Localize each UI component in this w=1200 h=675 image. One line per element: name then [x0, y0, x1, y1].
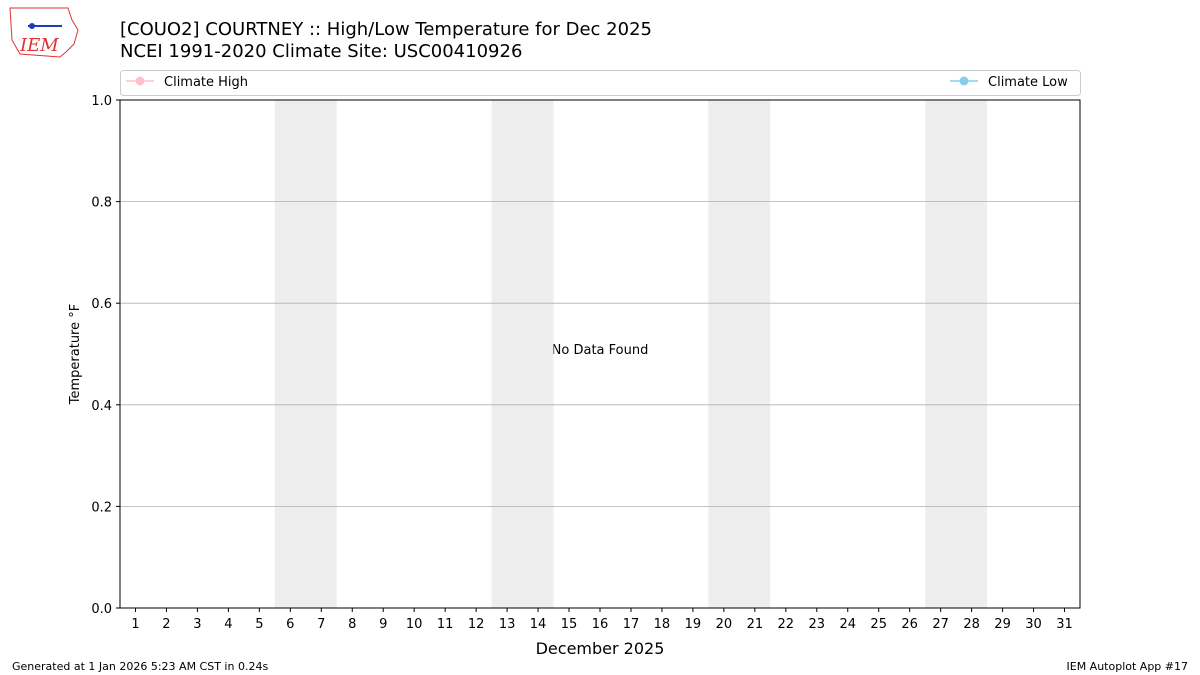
y-tick-label: 0.8	[91, 196, 112, 211]
x-tick-label: 30	[1025, 617, 1042, 632]
legend-box	[120, 70, 1081, 96]
x-tick-label: 7	[317, 617, 325, 632]
plot-frame	[119, 99, 1081, 609]
x-tick-label: 31	[1056, 617, 1073, 632]
x-tick-label: 2	[162, 617, 170, 632]
x-tick-label: 13	[499, 617, 516, 632]
x-tick-label: 11	[437, 617, 454, 632]
x-tick-label: 16	[592, 617, 609, 632]
logo-outline	[9, 7, 79, 58]
x-tick-label: 23	[809, 617, 826, 632]
x-tick-label: 22	[778, 617, 795, 632]
x-tick-label: 5	[255, 617, 263, 632]
logo: IEM	[9, 7, 79, 58]
x-tick-label: 6	[286, 617, 294, 632]
x-tick-label: 1	[131, 617, 139, 632]
y-tick-label: 0.2	[91, 500, 112, 515]
footer-right: IEM Autoplot App #17	[1067, 660, 1189, 673]
x-tick-label: 26	[901, 617, 918, 632]
x-tick-label: 21	[747, 617, 764, 632]
x-tick-label: 10	[406, 617, 423, 632]
x-tick-label: 3	[193, 617, 201, 632]
weekend-shade	[491, 100, 554, 608]
weekend-shade	[274, 100, 337, 608]
y-tick-label: 0.0	[91, 602, 112, 617]
x-tick-label: 17	[623, 617, 640, 632]
y-tick-label: 0.6	[91, 297, 112, 312]
weekend-shade	[708, 100, 771, 608]
chart-title: [COUO2] COURTNEY :: High/Low Temperature…	[120, 19, 652, 40]
x-tick-label: 27	[932, 617, 949, 632]
x-tick-label: 28	[963, 617, 980, 632]
y-tick-label: 0.4	[91, 399, 112, 414]
footer-left: Generated at 1 Jan 2026 5:23 AM CST in 0…	[12, 660, 268, 673]
legend-label: Climate Low	[988, 75, 1068, 90]
legend-marker	[959, 76, 969, 86]
x-tick-label: 25	[870, 617, 887, 632]
x-tick-label: 8	[348, 617, 356, 632]
x-tick-label: 20	[716, 617, 733, 632]
x-tick-label: 14	[530, 617, 547, 632]
weekend-shade	[925, 100, 988, 608]
x-tick-label: 9	[379, 617, 387, 632]
x-tick-label: 19	[685, 617, 702, 632]
x-tick-label: 24	[839, 617, 856, 632]
legend-label: Climate High	[164, 75, 248, 90]
x-tick-label: 15	[561, 617, 578, 632]
y-axis-label: Temperature °F	[68, 304, 83, 405]
logo-dot	[29, 23, 35, 29]
y-tick-label: 1.0	[91, 94, 112, 109]
legend-marker	[135, 76, 145, 86]
chart-subtitle: NCEI 1991-2020 Climate Site: USC00410926	[120, 41, 522, 62]
logo-text: IEM	[19, 35, 59, 56]
x-axis-label: December 2025	[536, 639, 665, 658]
annotation: No Data Found	[552, 343, 649, 358]
x-tick-label: 29	[994, 617, 1011, 632]
x-tick-label: 12	[468, 617, 485, 632]
x-tick-label: 4	[224, 617, 232, 632]
x-tick-label: 18	[654, 617, 671, 632]
